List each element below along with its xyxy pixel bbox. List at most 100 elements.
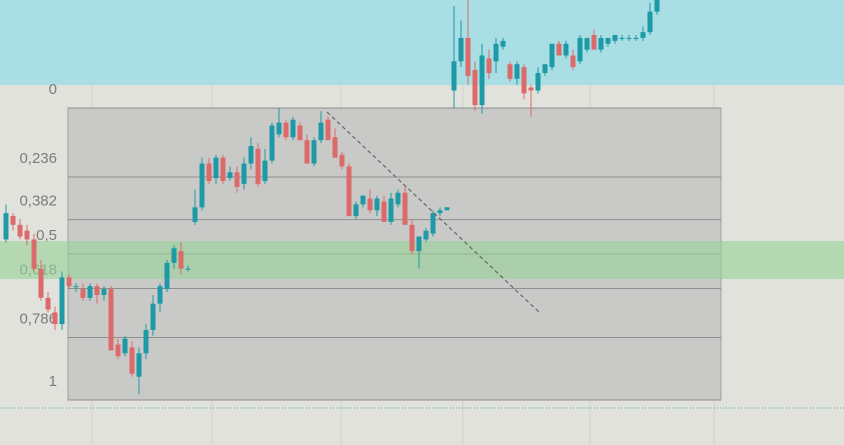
candle-body bbox=[353, 204, 359, 217]
candle-body bbox=[388, 198, 394, 222]
candle-body bbox=[276, 122, 282, 135]
candle-body bbox=[318, 122, 324, 141]
candle-body bbox=[164, 262, 170, 290]
candle-body bbox=[171, 248, 177, 263]
candle-body bbox=[514, 64, 520, 79]
candle-body bbox=[220, 157, 226, 182]
candle-body bbox=[185, 268, 191, 270]
candle-body bbox=[24, 230, 30, 240]
candle-body bbox=[374, 198, 380, 211]
candle-body bbox=[199, 163, 205, 208]
candle-body bbox=[297, 125, 303, 141]
candle-body bbox=[66, 277, 72, 287]
candle-body bbox=[108, 289, 114, 351]
candle-body bbox=[115, 344, 121, 357]
candle-body bbox=[290, 119, 296, 138]
candle-body bbox=[59, 277, 65, 325]
candle-body bbox=[360, 195, 366, 205]
candle-body bbox=[402, 192, 408, 225]
candle-body bbox=[535, 72, 541, 91]
candle-body bbox=[101, 289, 107, 295]
candle-body bbox=[381, 201, 387, 222]
candle-body bbox=[143, 329, 149, 354]
candle-body bbox=[332, 137, 338, 158]
candle-body bbox=[17, 224, 23, 237]
candle-body bbox=[647, 11, 653, 33]
candle-body bbox=[640, 32, 646, 38]
candle-body bbox=[395, 192, 401, 205]
candle-body bbox=[549, 43, 555, 68]
candle-body bbox=[458, 37, 464, 62]
candle-body bbox=[451, 61, 457, 91]
candle-body bbox=[486, 58, 492, 73]
fib-level-label: 1 bbox=[49, 373, 57, 390]
fib-level-label: 0,786 bbox=[19, 311, 57, 328]
candle-body bbox=[311, 140, 317, 164]
candle-body bbox=[542, 64, 548, 73]
candle-body bbox=[577, 37, 583, 62]
candle-body bbox=[409, 224, 415, 252]
candle-body bbox=[94, 286, 100, 295]
candle-body bbox=[304, 140, 310, 164]
candle-body bbox=[213, 157, 219, 179]
candle-body bbox=[367, 198, 373, 211]
candle-body bbox=[150, 303, 156, 330]
candle-body bbox=[241, 163, 247, 184]
candle-body bbox=[87, 286, 93, 298]
candle-body bbox=[493, 43, 499, 62]
candle-body bbox=[619, 37, 625, 39]
candle-body bbox=[563, 43, 569, 56]
candle-body bbox=[521, 67, 527, 94]
candle-body bbox=[136, 353, 142, 377]
candle-body bbox=[248, 145, 254, 164]
candle-body bbox=[584, 37, 590, 50]
candle-body bbox=[129, 347, 135, 374]
candle-body bbox=[73, 286, 79, 288]
candle-body bbox=[472, 70, 478, 106]
candle-body bbox=[479, 55, 485, 106]
candle-body bbox=[80, 289, 86, 298]
green-zone bbox=[0, 241, 844, 279]
candle-body bbox=[45, 297, 51, 310]
candle-body bbox=[598, 37, 604, 50]
candle-body bbox=[339, 154, 345, 167]
candle-body bbox=[507, 64, 513, 79]
fib-level-label: 0,236 bbox=[19, 150, 57, 167]
candles bbox=[3, 0, 660, 395]
candle-body bbox=[227, 172, 233, 179]
candle-body bbox=[325, 119, 331, 141]
candle-body bbox=[262, 160, 268, 182]
candle-body bbox=[52, 312, 58, 325]
candle-body bbox=[612, 35, 618, 41]
candle-body bbox=[269, 125, 275, 161]
candle-body bbox=[234, 172, 240, 187]
candle-body bbox=[654, 0, 660, 12]
candle-body bbox=[10, 216, 16, 225]
candle-body bbox=[430, 213, 436, 234]
candle-body bbox=[591, 35, 597, 50]
candle-body bbox=[437, 210, 443, 214]
highlight-zone bbox=[0, 0, 844, 85]
candle-body bbox=[465, 37, 471, 76]
candle-body bbox=[283, 122, 289, 138]
candle-body bbox=[31, 239, 37, 269]
candle-body bbox=[556, 43, 562, 56]
candle-body bbox=[570, 55, 576, 68]
candle-body bbox=[38, 268, 44, 298]
candle-body bbox=[346, 166, 352, 217]
fib-level-label: 0,5 bbox=[36, 227, 57, 244]
candle-body bbox=[3, 213, 9, 240]
candle-body bbox=[626, 37, 632, 39]
candle-body bbox=[255, 148, 261, 184]
candle-body bbox=[528, 87, 534, 91]
fib-level-label: 0,382 bbox=[19, 193, 57, 210]
fib-level-label: 0 bbox=[49, 81, 57, 98]
candle-body bbox=[444, 207, 450, 211]
candle-body bbox=[192, 207, 198, 222]
candle-body bbox=[605, 37, 611, 44]
candle-body bbox=[178, 251, 184, 269]
candle-body bbox=[206, 163, 212, 182]
candle-body bbox=[122, 338, 128, 354]
candle-body bbox=[633, 37, 639, 39]
